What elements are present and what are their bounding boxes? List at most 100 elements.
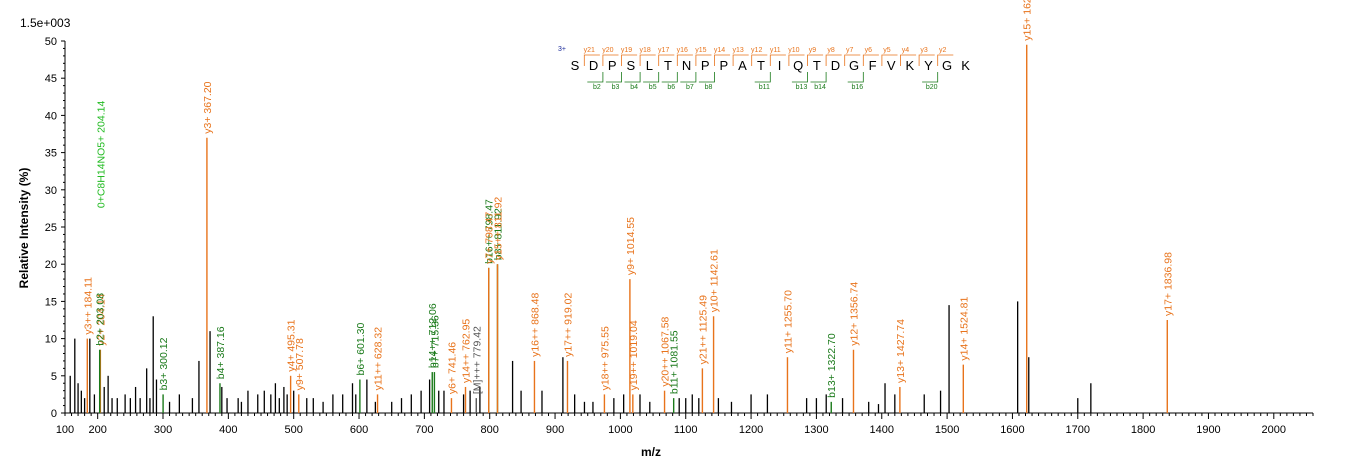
y-ion-label: y9 (809, 47, 817, 54)
peak-label: y18++ 975.55 (599, 326, 611, 390)
y-ion-bracket (788, 54, 805, 66)
peak-label: y3++ 184.11 (82, 277, 94, 335)
b-ion-bracket (698, 72, 715, 83)
charge-state-label: 3+ (558, 46, 566, 53)
peak-label: y9+ 1014.55 (625, 217, 637, 275)
peak-label: b16++ 798.47 (484, 199, 496, 264)
y-ion-label: y14 (714, 47, 725, 54)
sequence-residue: P (701, 58, 710, 73)
y-ion-bracket (621, 54, 638, 66)
peak-label: b6+ 601.30 (355, 323, 367, 376)
x-tick-label: 100 (56, 424, 74, 436)
intensity-scale-label: 1.5e+003 (20, 16, 71, 30)
b-ion-label: b3 (612, 84, 620, 91)
b-ion-bracket (922, 72, 939, 83)
b-ion-label: b5 (649, 84, 657, 91)
b-ion-label: b7 (686, 84, 694, 91)
sequence-residue: P (719, 58, 728, 73)
x-tick-label: 500 (285, 424, 303, 436)
y-ion-bracket (900, 54, 917, 66)
y-ion-label: y15 (695, 47, 706, 54)
sequence-residue: T (664, 58, 672, 73)
y-ion-label: y6 (865, 47, 873, 54)
y-ion-label: y2 (939, 47, 947, 54)
b-ion-label: b2 (593, 84, 601, 91)
b-ion-bracket (605, 72, 622, 83)
peak-label: b11+ 1081.55 (669, 330, 681, 394)
peak-bars (69, 44, 1168, 413)
peak-label: b13+ 1322.70 (826, 333, 838, 398)
peak-label: y15+ 1621.87 (1022, 0, 1034, 41)
sequence-residue: G (849, 58, 859, 73)
x-axis: 100 200 300 400 500 600 700 800 900 1000 1100 1200 1… (56, 412, 1314, 436)
b-ion-label: b20 (926, 84, 938, 91)
sequence-residue: Y (924, 58, 933, 73)
y-ion-bracket (732, 54, 749, 66)
x-tick-label: 1300 (804, 424, 828, 436)
x-tick-label: 1000 (608, 424, 632, 436)
sequence-residue: S (571, 58, 580, 73)
b-ion-bracket (661, 72, 678, 83)
peak-label: y10+ 1142.61 (709, 249, 721, 312)
y-ion-bracket (844, 54, 861, 66)
b-ion-bracket (847, 72, 864, 83)
sequence-residue: L (646, 58, 653, 73)
peak-label: [M]+++ 779.42 (471, 326, 483, 394)
y-ion-bracket (751, 54, 768, 66)
peak-label: y21++ 1125.49 (697, 295, 709, 364)
y-ion-bracket (676, 54, 693, 66)
x-tick-label: 1700 (1066, 424, 1090, 436)
peak-label: b7+ 715.36 (429, 315, 441, 368)
y-ion-bracket (862, 54, 879, 66)
peak-label: y4+ 495.31 (286, 319, 298, 371)
y-ion-bracket (695, 54, 712, 66)
peak-label: y13+ 1427.74 (895, 319, 907, 383)
peak-label: y11+ 1255.70 (782, 290, 794, 353)
y-tick-label: 0 (51, 408, 57, 420)
y-ion-bracket (602, 54, 619, 66)
x-tick-label: 200 (88, 424, 106, 436)
y-ion-label: y19 (621, 47, 632, 54)
y-ion-bracket (583, 54, 600, 66)
y-ion-bracket (639, 54, 656, 66)
x-tick-label: 1100 (674, 424, 698, 436)
x-axis-title: m/z (641, 445, 661, 459)
peak-label: b3+ 300.12 (158, 337, 170, 390)
y-tick-label: 5 (51, 371, 57, 383)
y-ion-bracket (918, 54, 935, 66)
peak-label: y11++ 628.32 (373, 327, 385, 391)
y-ion-label: y3 (920, 47, 928, 54)
y-ion-label: y18 (639, 47, 650, 54)
y-tick-label: 50 (45, 36, 57, 48)
b-ion-label: b8 (705, 84, 713, 91)
sequence-residue: V (887, 58, 896, 73)
x-tick-label: 400 (219, 424, 237, 436)
y-ion-label: y8 (827, 47, 835, 54)
y-tick-label: 15 (45, 296, 57, 308)
peak-label: y19++ 1019.04 (628, 320, 640, 390)
y-ion-bracket (825, 54, 842, 66)
y-ion-label: y20 (602, 47, 613, 54)
y-ion-bracket (807, 54, 824, 66)
x-tick-label: 800 (481, 424, 499, 436)
peak-label: y15++ 811.92 (493, 197, 505, 261)
y-ion-label: y13 (732, 47, 743, 54)
b-ion-label: b11 (759, 84, 770, 91)
b-ion-label: b16 (851, 84, 863, 91)
peak-label: b8+ 811.92 (493, 208, 505, 260)
y-ion-label: y10 (788, 47, 799, 54)
peak-label: y3+ 367.20 (202, 81, 214, 133)
y-tick-label: 20 (45, 259, 57, 271)
y-tick-label: 45 (45, 73, 57, 85)
x-tick-label: 900 (546, 424, 564, 436)
y-tick-label: 10 (45, 334, 57, 346)
b-ion-label: b14 (814, 84, 826, 91)
b-ion-bracket (754, 72, 771, 83)
y-ion-label: y17 (658, 47, 669, 54)
y-ion-bracket (881, 54, 898, 66)
sequence-residue: N (682, 58, 691, 73)
b-ion-bracket (624, 72, 641, 83)
